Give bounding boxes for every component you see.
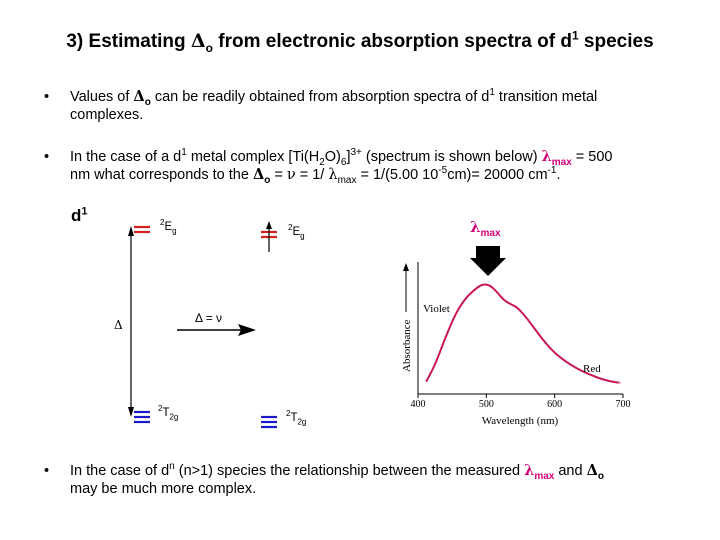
absorption-spectrum: 400 500 600 700 Absorbance Violet Red Wavel… [401, 262, 631, 427]
spectrum-line [425, 283, 621, 384]
eg-label-left: 2Eg [160, 218, 177, 236]
bullet-marker: • [44, 463, 50, 479]
x-tick-label: 600 [547, 399, 562, 410]
bullet-text: In the case of a d1 metal complex [Ti(H2… [70, 147, 613, 186]
x-tick-label: 500 [479, 399, 494, 410]
d1-label: d1 [71, 205, 88, 225]
t2g-label-right: 2T2g [286, 409, 307, 427]
y-axis-arrowhead [403, 263, 409, 271]
bullet-marker: • [44, 89, 50, 105]
delta-label: Δ [114, 318, 123, 332]
electron-down-arrowhead [128, 407, 134, 417]
x-tick-label: 700 [616, 399, 631, 410]
violet-label: Violet [423, 303, 450, 315]
x-ticks: 400 500 600 700 [411, 394, 631, 410]
lambda-max-label: λmax [470, 218, 501, 239]
slide-title: 3) Estimating Δo from electronic absorpt… [66, 28, 654, 55]
bullet-marker: • [44, 149, 50, 165]
x-tick-label: 400 [411, 399, 426, 410]
electron-up-arrowhead [266, 221, 272, 229]
delta-equals-nu-label: Δ = ν [195, 311, 223, 325]
excitation-arrowhead [238, 324, 256, 336]
transition-arrowhead [128, 226, 134, 236]
y-axis-label: Absorbance [401, 319, 413, 372]
eg-label-right: 2Eg [288, 223, 305, 241]
red-label: Red [583, 363, 601, 375]
x-axis-label: Wavelength (nm) [482, 415, 559, 427]
t2g-label-left: 2T2g [158, 404, 179, 422]
bullet-text: Values of Δo can be readily obtained fro… [70, 87, 598, 123]
bullet-text: In the case of dn (n>1) species the rela… [70, 461, 604, 497]
lambda-max-arrow-icon [470, 246, 506, 276]
